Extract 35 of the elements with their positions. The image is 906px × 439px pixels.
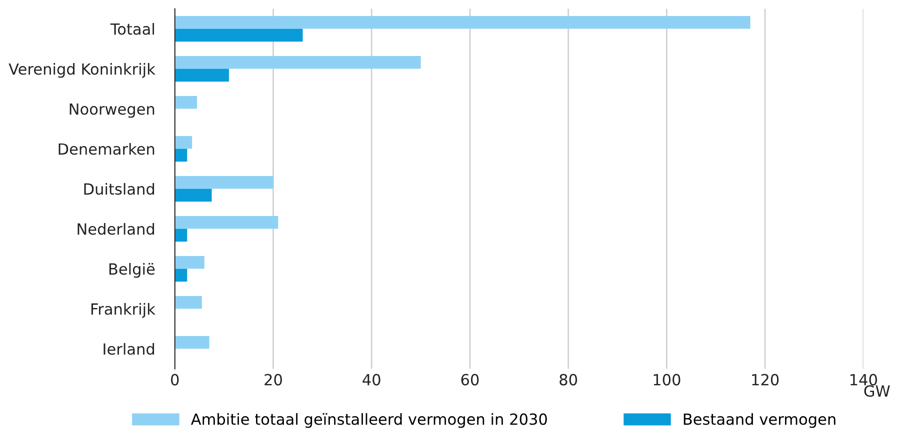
y-tick-label: Totaal bbox=[110, 22, 154, 35]
x-tick-label: 140 bbox=[850, 374, 877, 386]
bar bbox=[174, 148, 188, 162]
bar bbox=[174, 96, 197, 109]
bar bbox=[174, 296, 202, 309]
x-tick-label: 0 bbox=[171, 374, 179, 386]
bar bbox=[174, 256, 204, 269]
y-tick-label: Duitsland bbox=[84, 182, 154, 195]
bar bbox=[174, 228, 188, 242]
legend-label: Ambitie totaal geïnstalleerd vermogen in 2030 bbox=[190, 413, 547, 428]
y-tick-label: Frankrijk bbox=[91, 302, 156, 318]
bar bbox=[174, 16, 750, 29]
x-tick-label: 40 bbox=[362, 374, 380, 386]
y-tick-label: Nederland bbox=[78, 222, 154, 235]
bar bbox=[174, 216, 278, 229]
bar bbox=[174, 188, 212, 202]
bar bbox=[174, 176, 274, 189]
x-tick-label: 80 bbox=[560, 374, 578, 386]
bar bbox=[174, 336, 210, 349]
x-tick-label: 100 bbox=[654, 374, 680, 386]
bar bbox=[174, 28, 303, 42]
y-tick-label: Verenigd Koninkrijk bbox=[8, 62, 156, 78]
bar bbox=[174, 56, 421, 69]
x-tick-label: 120 bbox=[752, 374, 779, 386]
bar bbox=[174, 136, 192, 149]
x-axis-title: GW bbox=[864, 385, 890, 397]
y-tick-label: België bbox=[109, 262, 155, 278]
legend-label: Bestaand vermogen bbox=[684, 413, 836, 428]
y-tick-label: Denemarken bbox=[58, 142, 154, 155]
x-tick-label: 60 bbox=[461, 374, 479, 386]
y-tick-label: Ierland bbox=[104, 342, 154, 355]
x-tick-label: 20 bbox=[264, 374, 282, 386]
bar bbox=[174, 68, 229, 82]
bar bbox=[174, 268, 188, 282]
y-tick-label: Noorwegen bbox=[70, 103, 154, 118]
